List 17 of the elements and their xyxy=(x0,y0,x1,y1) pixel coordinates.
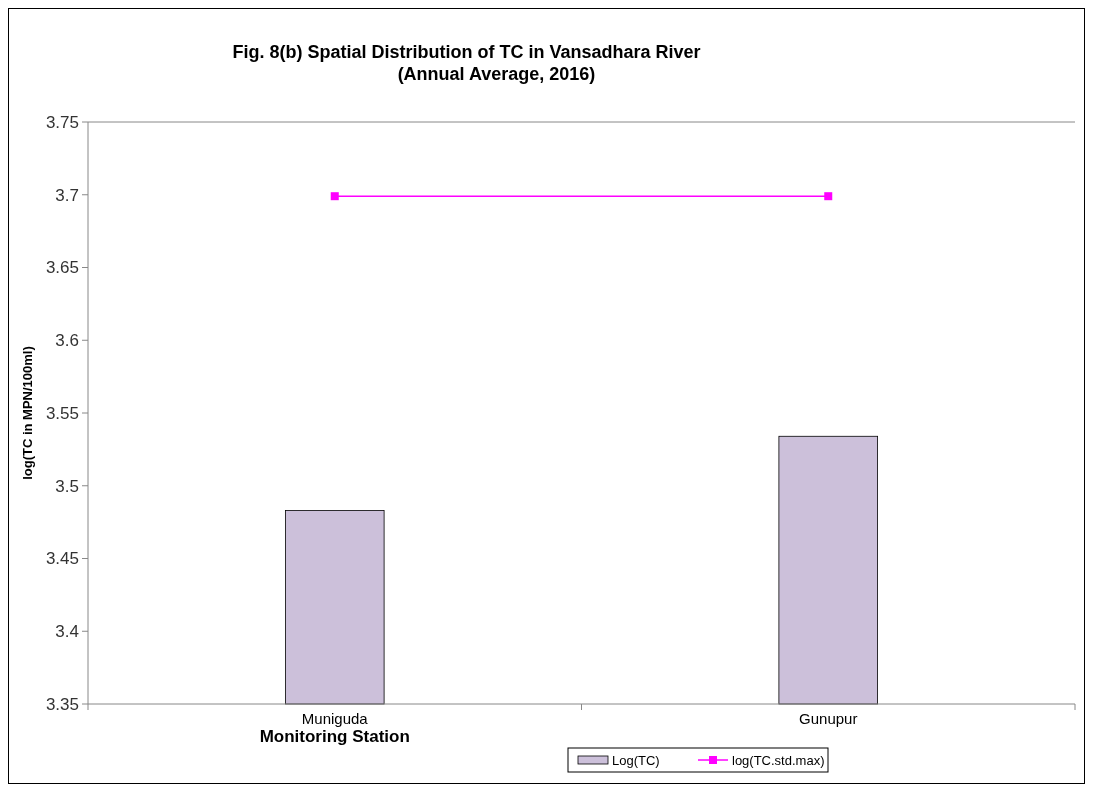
y-tick-label: 3.45 xyxy=(45,549,79,569)
y-tick-label: 3.7 xyxy=(55,185,79,205)
x-tick-label: Gunupur xyxy=(799,710,858,727)
y-tick-label: 3.35 xyxy=(45,694,79,714)
y-tick-label: 3.5 xyxy=(55,476,79,496)
legend-label: log(TC.std.max) xyxy=(732,752,825,768)
y-axis-title: log(TC in MPN/100ml) xyxy=(20,346,35,480)
y-tick-label: 3.6 xyxy=(55,331,79,351)
x-axis-title: Monitoring Station xyxy=(259,727,410,746)
chart-title: Fig. 8(b) Spatial Distribution of TC in Vansadhara River xyxy=(232,42,701,62)
chart-subtitle: (Annual Average, 2016) xyxy=(397,64,596,84)
y-tick-label: 3.4 xyxy=(55,622,79,642)
y-tick-label: 3.65 xyxy=(45,258,79,278)
y-tick-label: 3.55 xyxy=(45,403,79,423)
x-tick-label: Muniguda xyxy=(301,710,369,727)
y-tick-label: 3.75 xyxy=(45,112,79,132)
legend-label: Log(TC) xyxy=(612,752,660,768)
